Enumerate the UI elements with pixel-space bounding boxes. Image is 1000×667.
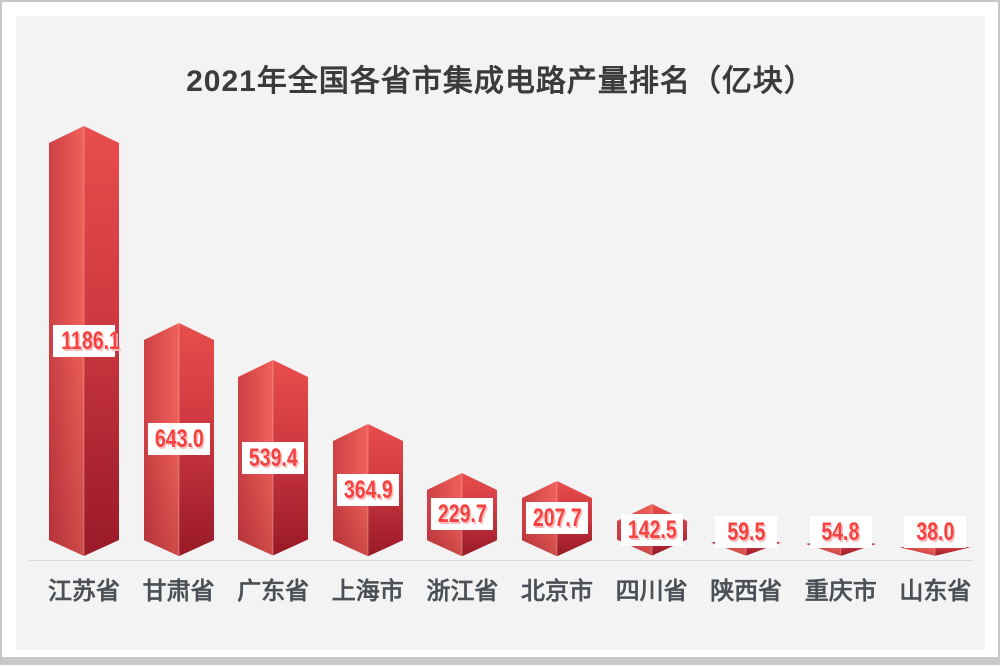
value-label-江苏省: 1186.1 bbox=[53, 325, 120, 357]
value-label-浙江省: 229.7 bbox=[431, 498, 494, 531]
value-text: 142.5 bbox=[627, 516, 677, 545]
value-text: 59.5 bbox=[727, 518, 766, 546]
x-axis-label-上海市: 上海市 bbox=[331, 578, 404, 605]
value-label-上海市: 364.9 bbox=[336, 473, 399, 506]
x-axis-label-北京市: 北京市 bbox=[521, 578, 593, 605]
value-label-陕西省: 59.5 bbox=[715, 516, 778, 548]
value-label-甘肃省: 643.0 bbox=[147, 423, 210, 456]
x-axis-label-广东省: 广东省 bbox=[237, 578, 310, 605]
plot-area: 1186.1 江苏省 643.0 甘肃省 539.4 广东省 364.9 上海市 229.7 浙江… bbox=[16, 16, 985, 650]
x-axis-label-浙江省: 浙江省 bbox=[426, 578, 499, 605]
x-axis-label-江苏省: 江苏省 bbox=[48, 578, 120, 605]
x-axis-label-山东省: 山东省 bbox=[899, 578, 972, 605]
value-label-重庆市: 54.8 bbox=[809, 516, 872, 548]
value-text: 229.7 bbox=[438, 500, 488, 529]
x-axis-label-甘肃省: 甘肃省 bbox=[142, 578, 215, 605]
value-text: 54.8 bbox=[821, 518, 860, 546]
x-axis-label-四川省: 四川省 bbox=[615, 578, 688, 605]
x-axis-line bbox=[29, 560, 973, 561]
value-text: 1186.1 bbox=[61, 327, 120, 355]
value-text: 539.4 bbox=[249, 444, 298, 473]
bottom-edge-strip bbox=[2, 657, 1000, 665]
value-label-山东省: 38.0 bbox=[904, 516, 967, 548]
value-text: 38.0 bbox=[916, 518, 955, 546]
value-label-广东省: 539.4 bbox=[242, 442, 305, 475]
x-axis-label-重庆市: 重庆市 bbox=[804, 578, 877, 605]
x-axis-label-陕西省: 陕西省 bbox=[710, 578, 783, 605]
chart-title: 2021年全国各省市集成电路产量排名（亿块） bbox=[186, 65, 815, 98]
value-label-北京市: 207.7 bbox=[526, 502, 588, 535]
value-text: 207.7 bbox=[532, 504, 582, 533]
chart-panel: 2021年全国各省市集成电路产量排名（亿块） 1186.1 江苏省 643.0 甘肃省… bbox=[16, 16, 985, 650]
value-text: 643.0 bbox=[154, 425, 204, 454]
value-label-四川省: 142.5 bbox=[620, 514, 683, 547]
value-text: 364.9 bbox=[343, 475, 393, 504]
